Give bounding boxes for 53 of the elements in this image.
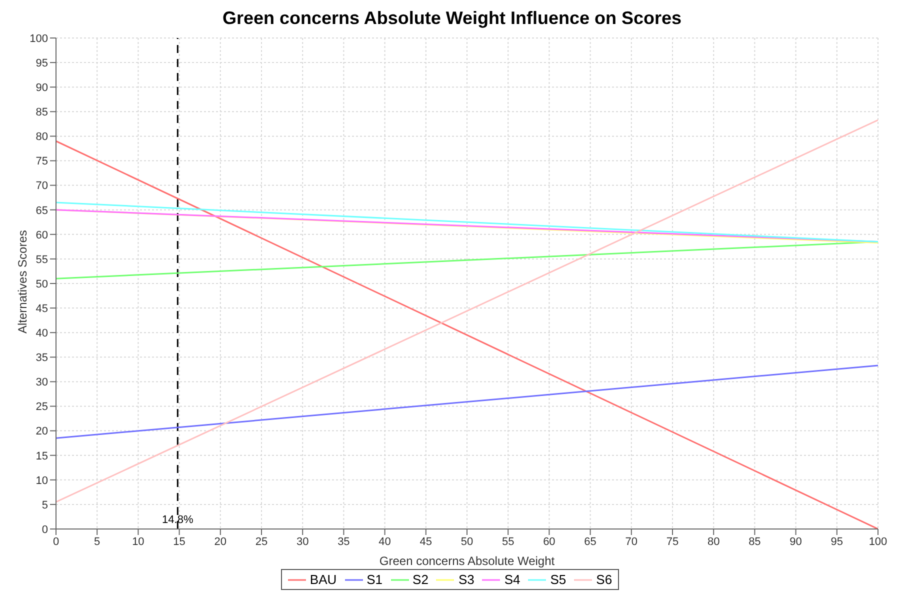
y-tick-label: 5	[42, 499, 48, 512]
legend-label: S2	[412, 572, 428, 587]
legend-label: S6	[595, 572, 612, 587]
x-tick-label: 80	[707, 536, 720, 548]
x-tick-label: 50	[460, 536, 474, 548]
y-tick-label: 15	[36, 450, 48, 462]
y-tick-label: 90	[36, 82, 48, 94]
x-tick-label: 25	[255, 536, 268, 548]
y-tick-label: 0	[42, 524, 48, 536]
y-tick-label: 65	[36, 204, 48, 217]
x-tick-label: 20	[214, 536, 227, 548]
y-tick-label: 35	[36, 352, 48, 364]
x-tick-label: 10	[132, 536, 144, 548]
x-tick-label: 65	[584, 536, 596, 548]
x-tick-label: 15	[173, 536, 186, 548]
y-axis-title: Alternatives Scores	[15, 230, 30, 334]
y-tick-label: 25	[36, 401, 48, 414]
y-tick-label: 40	[36, 328, 48, 340]
x-tick-label: 90	[790, 536, 802, 548]
x-axis-title: Green concerns Absolute Weight	[379, 554, 556, 568]
legend-label: S5	[549, 572, 566, 587]
legend-label: S1	[366, 572, 383, 587]
x-tick-label: 95	[830, 536, 844, 548]
legend-label: S3	[457, 572, 474, 587]
y-tick-label: 60	[36, 229, 48, 242]
y-tick-label: 80	[36, 131, 48, 144]
x-tick-label: 60	[543, 536, 556, 548]
x-tick-label: 30	[296, 536, 309, 548]
x-tick-label: 40	[378, 536, 391, 548]
y-tick-label: 30	[36, 376, 48, 389]
x-tick-label: 55	[502, 536, 514, 548]
x-tick-label: 5	[94, 536, 100, 548]
ref-line-label: 14.8%	[162, 514, 194, 526]
y-tick-label: 85	[36, 106, 48, 119]
x-tick-label: 45	[420, 536, 432, 548]
y-tick-label: 10	[36, 474, 48, 487]
x-tick-label: 75	[666, 536, 679, 548]
y-tick-label: 100	[30, 32, 48, 45]
y-tick-label: 95	[36, 57, 48, 70]
legend-label: BAU	[308, 572, 337, 587]
legend-label: S4	[503, 572, 520, 587]
x-tick-label: 0	[52, 536, 60, 548]
y-tick-label: 55	[36, 254, 48, 266]
y-tick-label: 70	[36, 180, 48, 192]
y-tick-label: 45	[36, 302, 48, 315]
y-tick-label: 75	[36, 156, 48, 168]
y-tick-label: 50	[36, 278, 48, 290]
y-tick-label: 20	[36, 426, 48, 438]
x-tick-label: 70	[625, 536, 638, 548]
x-tick-label: 100	[868, 536, 888, 548]
x-tick-label: 85	[748, 536, 761, 548]
chart-title: Green concerns Absolute Weight Influence on Scores	[221, 8, 683, 30]
x-tick-label: 35	[338, 536, 350, 548]
